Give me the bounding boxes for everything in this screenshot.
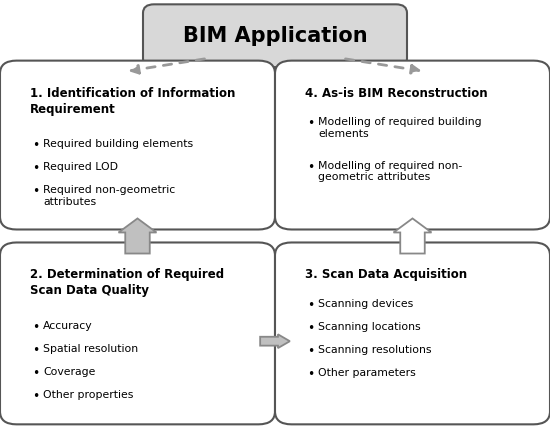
Text: •: • <box>32 185 39 198</box>
Text: •: • <box>307 161 314 174</box>
Text: Required building elements: Required building elements <box>43 139 193 149</box>
Text: Other parameters: Other parameters <box>318 368 416 378</box>
Text: •: • <box>32 162 39 175</box>
Text: •: • <box>307 299 314 312</box>
Text: 4. As-is BIM Reconstruction: 4. As-is BIM Reconstruction <box>305 87 488 100</box>
FancyBboxPatch shape <box>0 61 275 229</box>
Text: Coverage: Coverage <box>43 367 95 377</box>
Polygon shape <box>260 334 290 348</box>
Text: Modelling of required building
elements: Modelling of required building elements <box>318 117 482 139</box>
Text: Spatial resolution: Spatial resolution <box>43 344 138 354</box>
Text: 1. Identification of Information
Requirement: 1. Identification of Information Require… <box>30 87 235 116</box>
Text: •: • <box>32 139 39 152</box>
Text: •: • <box>32 367 39 380</box>
Polygon shape <box>118 218 157 254</box>
Text: •: • <box>32 390 39 403</box>
FancyBboxPatch shape <box>275 242 550 424</box>
Text: Required LOD: Required LOD <box>43 162 118 172</box>
Text: •: • <box>307 322 314 335</box>
Text: Scanning locations: Scanning locations <box>318 322 421 332</box>
Text: Other properties: Other properties <box>43 390 133 400</box>
Text: •: • <box>307 117 314 130</box>
Text: Scanning devices: Scanning devices <box>318 299 413 309</box>
Text: Required non-geometric
attributes: Required non-geometric attributes <box>43 185 175 207</box>
Text: BIM Application: BIM Application <box>183 26 367 46</box>
FancyBboxPatch shape <box>143 4 407 67</box>
Text: Scanning resolutions: Scanning resolutions <box>318 345 431 355</box>
Text: 2. Determination of Required
Scan Data Quality: 2. Determination of Required Scan Data Q… <box>30 268 224 297</box>
FancyBboxPatch shape <box>0 242 275 424</box>
Text: •: • <box>307 345 314 358</box>
Polygon shape <box>393 218 432 254</box>
Text: •: • <box>32 321 39 334</box>
Text: Accuracy: Accuracy <box>43 321 92 331</box>
Text: 3. Scan Data Acquisition: 3. Scan Data Acquisition <box>305 268 468 281</box>
FancyBboxPatch shape <box>275 61 550 229</box>
Text: •: • <box>307 368 314 381</box>
Text: Modelling of required non-
geometric attributes: Modelling of required non- geometric att… <box>318 161 462 182</box>
Text: •: • <box>32 344 39 357</box>
